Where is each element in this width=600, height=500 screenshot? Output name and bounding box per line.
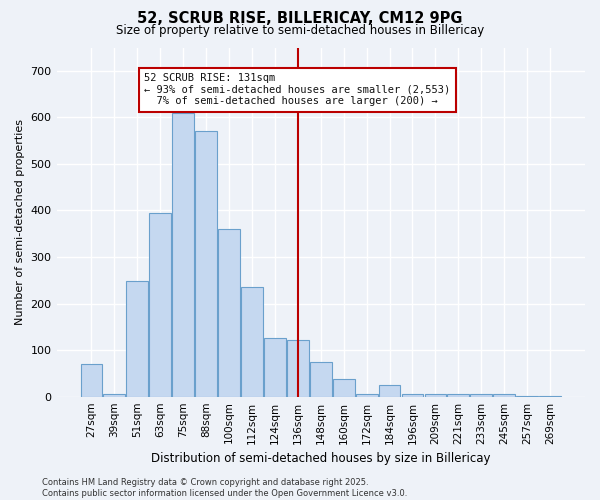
Text: 52 SCRUB RISE: 131sqm
← 93% of semi-detached houses are smaller (2,553)
  7% of : 52 SCRUB RISE: 131sqm ← 93% of semi-deta… [144, 73, 451, 106]
Bar [241, 288, 263, 397]
Bar [448, 394, 469, 396]
Bar [172, 112, 194, 397]
Bar [218, 229, 240, 396]
Bar [264, 338, 286, 396]
Text: 52, SCRUB RISE, BILLERICAY, CM12 9PG: 52, SCRUB RISE, BILLERICAY, CM12 9PG [137, 11, 463, 26]
Text: Contains HM Land Registry data © Crown copyright and database right 2025.
Contai: Contains HM Land Registry data © Crown c… [42, 478, 407, 498]
Bar [103, 394, 125, 396]
Bar [195, 132, 217, 396]
Bar [287, 340, 309, 396]
Bar [80, 364, 103, 396]
Bar [356, 394, 377, 396]
Bar [127, 281, 148, 396]
Bar [149, 213, 171, 396]
Text: Size of property relative to semi-detached houses in Billericay: Size of property relative to semi-detach… [116, 24, 484, 37]
Bar [493, 394, 515, 396]
Bar [310, 362, 332, 396]
Bar [379, 385, 400, 396]
Bar [425, 394, 446, 396]
Bar [401, 394, 424, 396]
Bar [470, 394, 492, 396]
X-axis label: Distribution of semi-detached houses by size in Billericay: Distribution of semi-detached houses by … [151, 452, 491, 465]
Bar [333, 380, 355, 396]
Y-axis label: Number of semi-detached properties: Number of semi-detached properties [15, 119, 25, 325]
